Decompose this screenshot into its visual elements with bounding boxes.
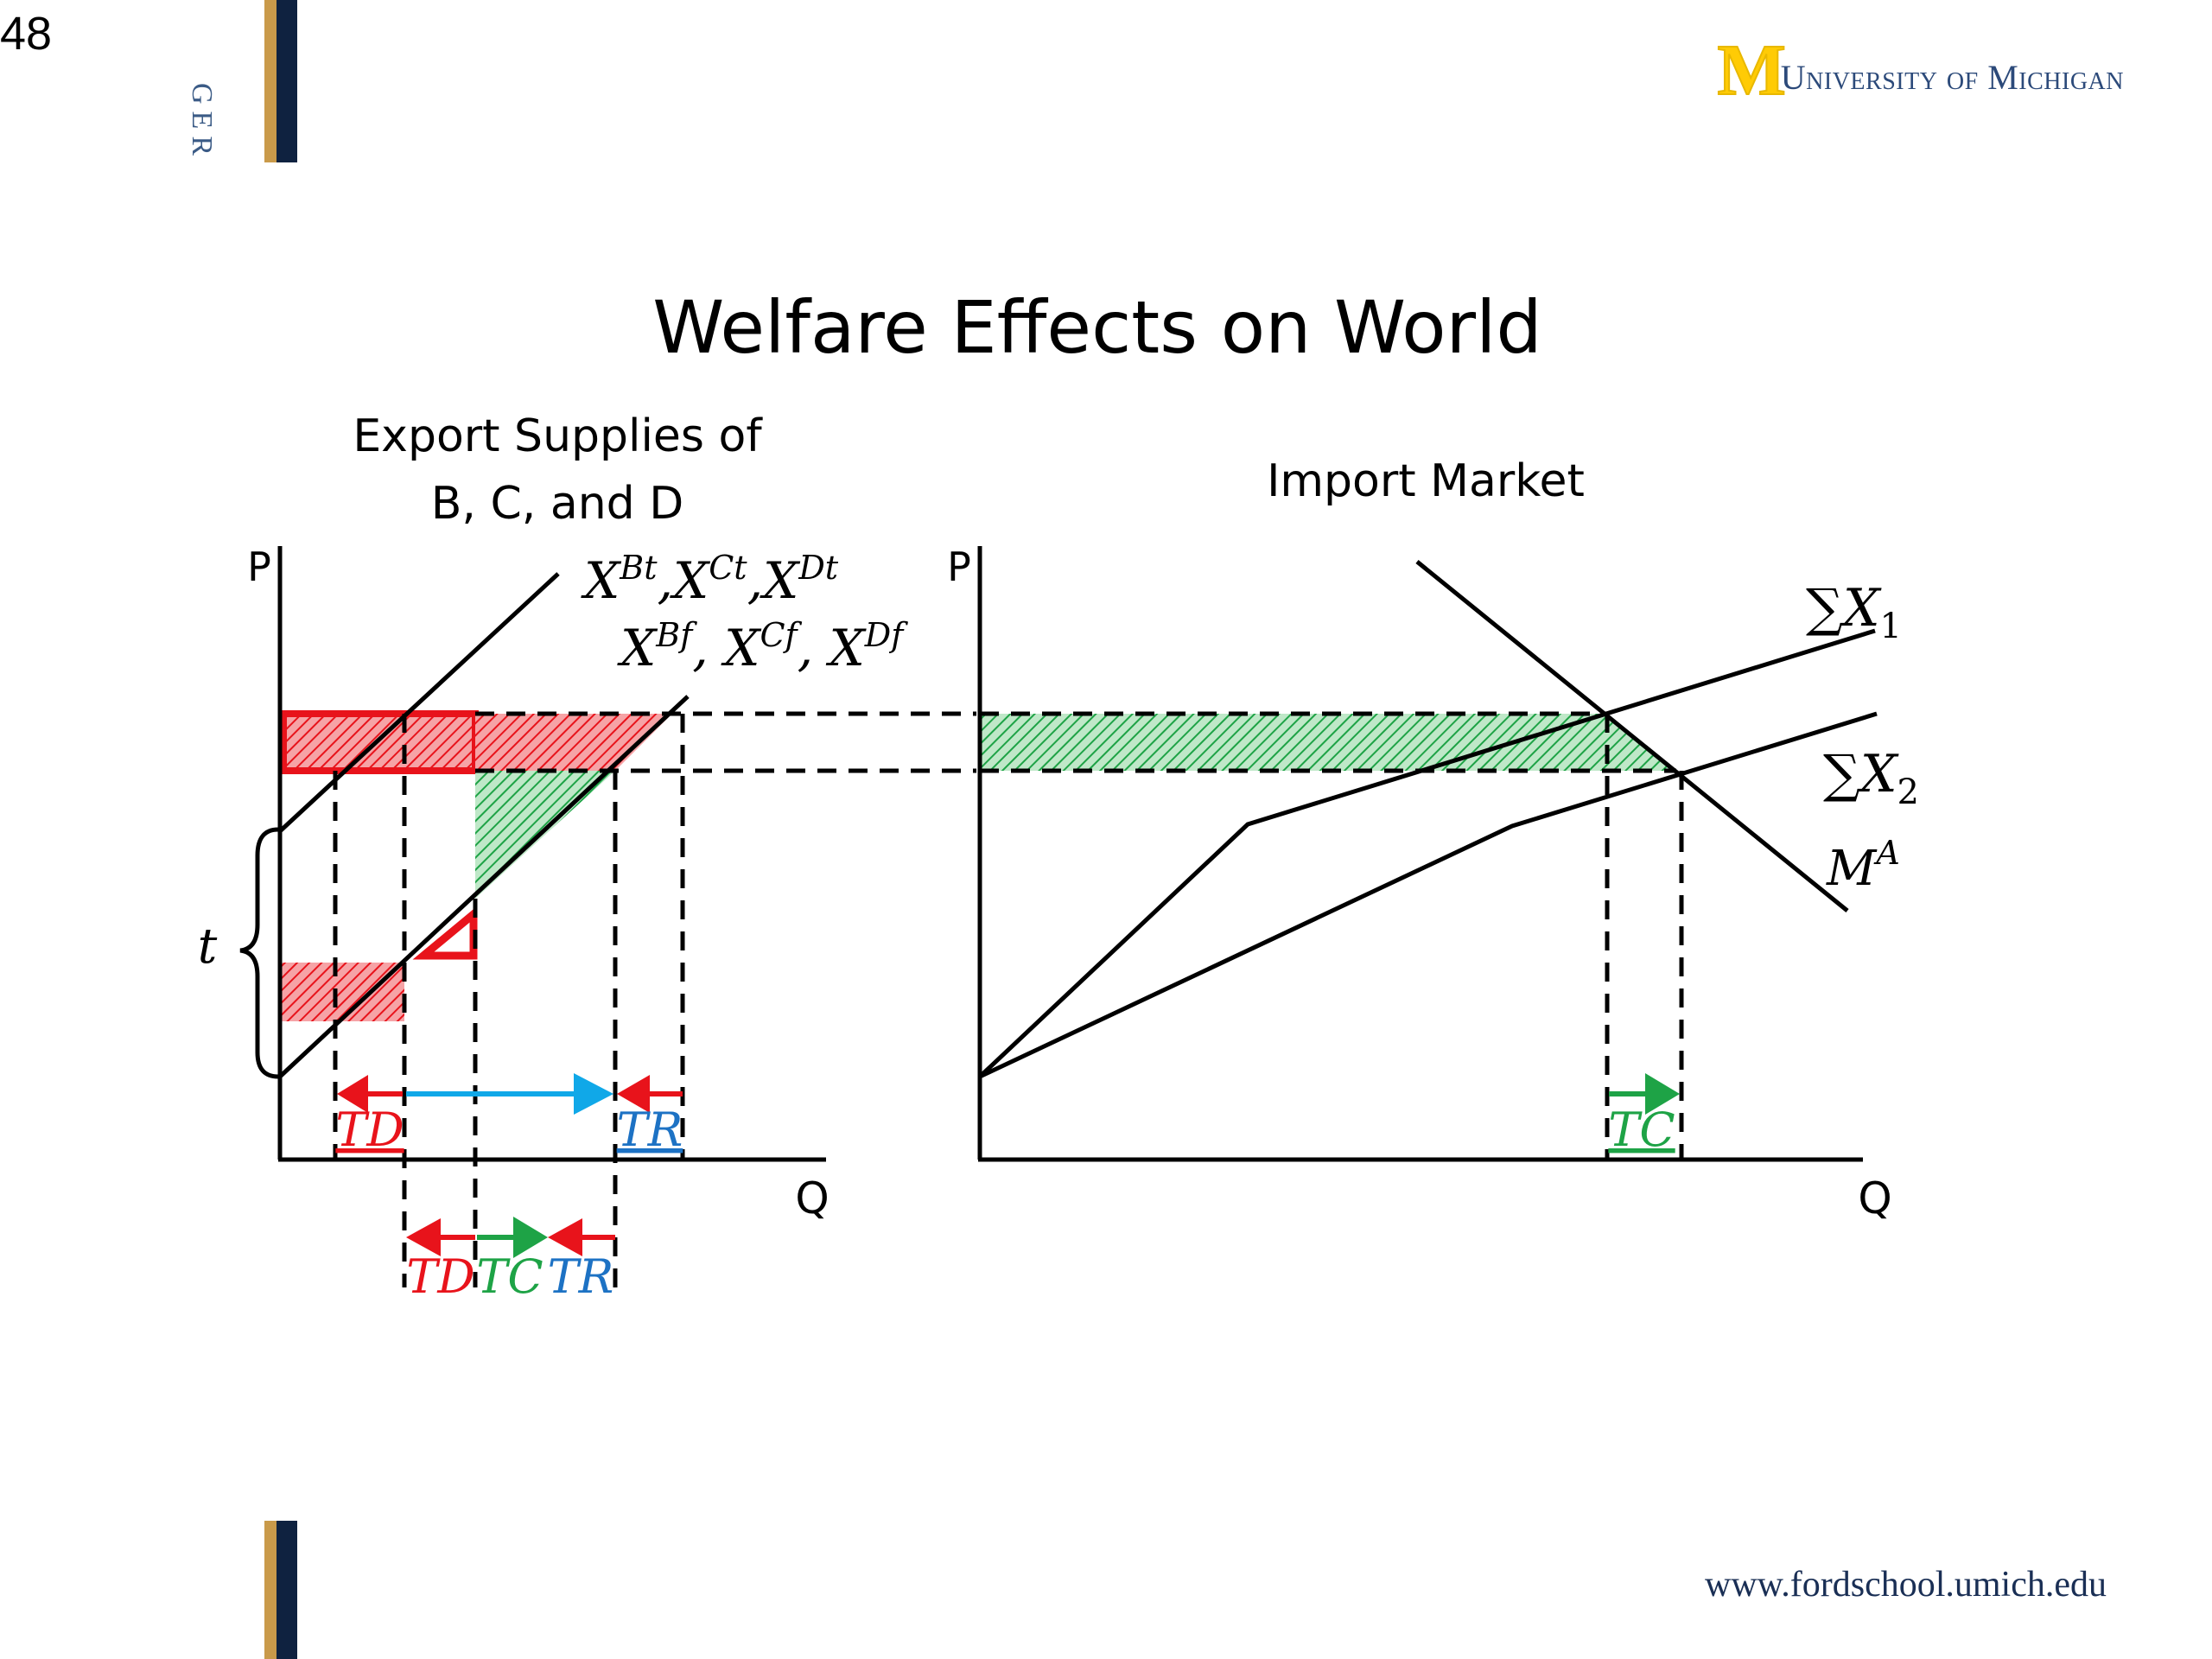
university-logo: M University of Michigan: [1716, 30, 2124, 111]
curve-import-label: MA: [1826, 834, 1900, 897]
bottom-accent-bar-navy: [276, 1521, 297, 1659]
tariff-label: t: [198, 918, 218, 975]
left-panel-title-line1: Export Supplies of: [353, 410, 763, 462]
arrow-td-1-head-icon: [337, 1075, 368, 1113]
right-y-axis-label: P: [947, 543, 971, 590]
curve-sum-x1-label: ∑X1: [1806, 578, 1902, 646]
curve-sum-x1: [978, 628, 1876, 1078]
right-x-axis-label: Q: [1858, 1173, 1891, 1224]
arrow-blue-head-icon: [574, 1073, 613, 1115]
arrow-tc-right-head-icon: [1645, 1073, 1680, 1115]
arrow-label-tr-2: TR: [548, 1249, 614, 1304]
left-panel: Export Supplies of B, C, and D P Q XBt,X…: [198, 410, 976, 1304]
left-x-axis-label: Q: [795, 1173, 829, 1224]
right-panel: Import Market P Q ∑X1 ∑X2 MA TC: [947, 455, 1919, 1224]
arrow-tc-2-head-icon: [513, 1217, 548, 1258]
side-label: GER: [186, 83, 218, 162]
slide-title: Welfare Effects on World: [652, 285, 1542, 370]
arrow-label-tc-right: TC: [1608, 1103, 1675, 1157]
arrow-tr-2-head-icon: [548, 1218, 582, 1256]
top-accent-bar-navy: [276, 0, 297, 162]
arrow-label-td-2: TD: [406, 1249, 474, 1304]
curve-sum-x2-label: ∑X2: [1823, 744, 1919, 812]
arrow-label-td-1: TD: [335, 1103, 404, 1157]
tariff-brace: [239, 827, 279, 1079]
red-rectangle-area: [280, 710, 479, 774]
curve-sum-x2: [978, 711, 1878, 1079]
logo-text: University of Michigan: [1780, 57, 2124, 97]
arrow-td-2-head-icon: [406, 1218, 441, 1256]
supply-curve-free-label: XBf, XCf, XDf: [617, 616, 908, 677]
slide-number: 48: [0, 8, 53, 60]
supply-curve-free: [278, 695, 690, 1078]
green-band-area: [980, 714, 1676, 771]
left-panel-title-line2: B, C, and D: [431, 478, 684, 530]
arrow-tr-1-head-icon: [617, 1075, 650, 1113]
arrow-label-tr-1: TR: [617, 1103, 683, 1157]
top-accent-bar-gold: [264, 0, 276, 162]
supply-curve-tariff-label: XBt,XCt,XDt: [581, 549, 839, 610]
block-m-logo-icon: M: [1716, 30, 1786, 111]
red-lower-rectangle-area: [278, 963, 404, 1021]
supply-curve-tariff: [278, 572, 560, 833]
left-y-axis-label: P: [247, 543, 271, 590]
arrow-label-tc-2: TC: [476, 1249, 543, 1304]
bottom-accent-bar-gold: [264, 1521, 276, 1659]
green-triangle-area: [475, 771, 615, 899]
curve-import-demand: [1415, 560, 1849, 912]
red-trapezoid-area: [475, 714, 672, 771]
footer-url: www.fordschool.umich.edu: [1704, 1565, 2107, 1605]
right-panel-title: Import Market: [1267, 455, 1585, 507]
